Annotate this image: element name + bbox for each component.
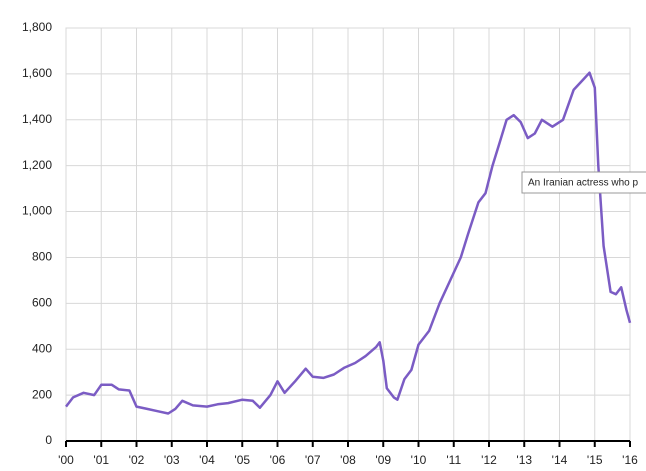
- x-tick-label: '01: [93, 453, 109, 467]
- y-tick-label: 800: [32, 250, 52, 264]
- y-tick-label: 1,600: [22, 66, 52, 80]
- y-tick-label: 1,800: [22, 20, 52, 34]
- x-tick-label: '10: [411, 453, 427, 467]
- y-tick-label: 400: [32, 341, 52, 355]
- data-line: [65, 71, 632, 415]
- x-tick-label: '13: [516, 453, 532, 467]
- x-tick-label: '07: [305, 453, 321, 467]
- x-tick-label: '05: [234, 453, 250, 467]
- y-tick-label: 1,000: [22, 204, 52, 218]
- x-tick-label: '04: [199, 453, 215, 467]
- x-tick-label: '06: [270, 453, 286, 467]
- x-tick-label: '02: [129, 453, 145, 467]
- x-tick-label: '16: [622, 453, 638, 467]
- x-tick-label: '12: [481, 453, 497, 467]
- y-tick-label: 1,400: [22, 112, 52, 126]
- x-tick-label: '14: [552, 453, 568, 467]
- x-tick-label: '00: [58, 453, 74, 467]
- x-tick-label: '15: [587, 453, 603, 467]
- y-tick-label: 0: [45, 433, 52, 447]
- x-tick-label: '03: [164, 453, 180, 467]
- x-tick-label: '09: [375, 453, 391, 467]
- tooltip-box: [521, 171, 646, 194]
- y-tick-label: 1,200: [22, 158, 52, 172]
- y-tick-label: 200: [32, 387, 52, 401]
- x-tick-label: '08: [340, 453, 356, 467]
- x-tick-label: '11: [446, 453, 461, 467]
- tooltip-text: An Iranian actress who p: [528, 178, 638, 189]
- y-tick-label: 600: [32, 296, 52, 310]
